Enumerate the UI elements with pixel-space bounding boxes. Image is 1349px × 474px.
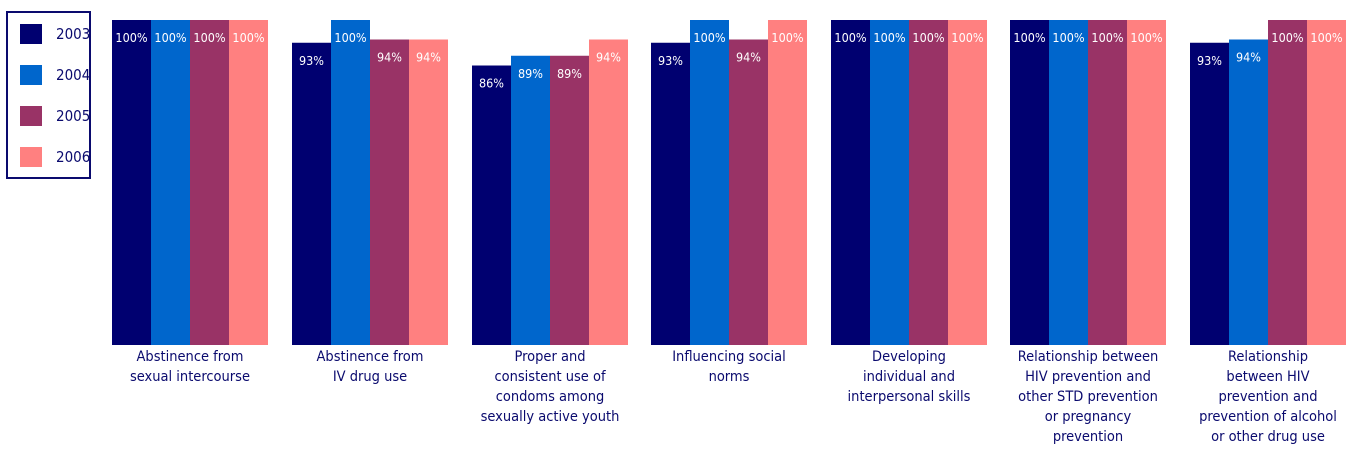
bar-2005-cat5 bbox=[909, 20, 948, 345]
bar-2005-cat2 bbox=[370, 39, 409, 345]
data-label-2006-cat5: 100% bbox=[951, 30, 983, 45]
data-label-2004-cat1: 100% bbox=[154, 30, 186, 45]
legend-label-2006: 2006 bbox=[56, 148, 91, 166]
bar-2003-cat3 bbox=[472, 65, 511, 345]
bar-2004-cat3 bbox=[511, 55, 550, 345]
data-label-2005-cat5: 100% bbox=[912, 30, 944, 45]
bar-2004-cat4 bbox=[690, 20, 729, 345]
data-label-2006-cat2: 94% bbox=[416, 50, 441, 65]
category-label-skills: Developing individual and interpersonal … bbox=[847, 349, 971, 405]
legend-item-2005: 2005 bbox=[20, 105, 90, 127]
data-label-2003-cat6: 100% bbox=[1013, 30, 1045, 45]
data-label-2005-cat4: 94% bbox=[736, 50, 761, 65]
category-label-abstinence-iv: Abstinence from IV drug use bbox=[316, 349, 424, 385]
bar-2005-cat6 bbox=[1088, 20, 1127, 345]
legend-item-2006: 2006 bbox=[20, 146, 90, 168]
data-label-2006-cat6: 100% bbox=[1130, 30, 1162, 45]
data-label-2006-cat4: 100% bbox=[771, 30, 803, 45]
legend-item-2003: 2003 bbox=[20, 23, 90, 45]
legend-label-2005: 2005 bbox=[56, 107, 91, 125]
category-label-condoms: Proper and consistent use of condoms amo… bbox=[480, 349, 620, 425]
legend-swatch-2004 bbox=[20, 65, 42, 85]
legend-swatch-2006 bbox=[20, 147, 42, 167]
bar-2006-cat2 bbox=[409, 39, 448, 345]
bar-2003-cat4 bbox=[651, 42, 690, 345]
bar-2003-cat7 bbox=[1190, 42, 1229, 345]
legend-swatch-2003 bbox=[20, 24, 42, 44]
data-label-2005-cat6: 100% bbox=[1091, 30, 1123, 45]
bar-2006-cat6 bbox=[1127, 20, 1166, 345]
bar-2004-cat1 bbox=[151, 20, 190, 345]
bar-2003-cat1 bbox=[112, 20, 151, 345]
bar-2003-cat2 bbox=[292, 42, 331, 345]
legend-label-2004: 2004 bbox=[56, 66, 91, 84]
bar-2004-cat6 bbox=[1049, 20, 1088, 345]
data-label-2005-cat1: 100% bbox=[193, 30, 225, 45]
category-label-abstinence-sex: Abstinence from sexual intercourse bbox=[129, 349, 250, 385]
bar-2006-cat4 bbox=[768, 20, 807, 345]
data-label-2004-cat5: 100% bbox=[873, 30, 905, 45]
data-label-2003-cat1: 100% bbox=[115, 30, 147, 45]
legend-item-2004: 2004 bbox=[20, 64, 90, 86]
category-label-alcohol: Relationship between HIV prevention and … bbox=[1199, 349, 1337, 445]
bar-2003-cat5 bbox=[831, 20, 870, 345]
data-label-2003-cat7: 93% bbox=[1197, 53, 1222, 68]
bar-2004-cat7 bbox=[1229, 39, 1268, 345]
chart-legend: 2003 2004 2005 2006 bbox=[6, 11, 91, 179]
data-label-2004-cat7: 94% bbox=[1236, 50, 1261, 65]
data-label-2005-cat3: 89% bbox=[557, 66, 582, 81]
data-label-2003-cat4: 93% bbox=[658, 53, 683, 68]
data-label-2006-cat3: 94% bbox=[596, 50, 621, 65]
bar-2005-cat4 bbox=[729, 39, 768, 345]
category-label-social-norms: Influencing social norms bbox=[672, 349, 786, 385]
data-label-2004-cat2: 100% bbox=[334, 30, 366, 45]
bar-2005-cat7 bbox=[1268, 20, 1307, 345]
category-label-std: Relationship between HIV prevention and … bbox=[1017, 349, 1159, 445]
data-label-2006-cat1: 100% bbox=[232, 30, 264, 45]
data-label-2005-cat2: 94% bbox=[377, 50, 402, 65]
legend-swatch-2005 bbox=[20, 106, 42, 126]
data-label-2006-cat7: 100% bbox=[1310, 30, 1342, 45]
bar-2006-cat1 bbox=[229, 20, 268, 345]
bar-2005-cat1 bbox=[190, 20, 229, 345]
bar-2003-cat6 bbox=[1010, 20, 1049, 345]
bar-2006-cat5 bbox=[948, 20, 987, 345]
data-label-2003-cat5: 100% bbox=[834, 30, 866, 45]
bar-2006-cat3 bbox=[589, 39, 628, 345]
data-label-2003-cat3: 86% bbox=[479, 76, 504, 91]
data-label-2003-cat2: 93% bbox=[299, 53, 324, 68]
data-label-2004-cat4: 100% bbox=[693, 30, 725, 45]
data-label-2004-cat3: 89% bbox=[518, 66, 543, 81]
bar-2005-cat3 bbox=[550, 55, 589, 345]
bar-2006-cat7 bbox=[1307, 20, 1346, 345]
bar-2004-cat2 bbox=[331, 20, 370, 345]
bar-2004-cat5 bbox=[870, 20, 909, 345]
data-label-2004-cat6: 100% bbox=[1052, 30, 1084, 45]
legend-label-2003: 2003 bbox=[56, 25, 91, 43]
data-label-2005-cat7: 100% bbox=[1271, 30, 1303, 45]
